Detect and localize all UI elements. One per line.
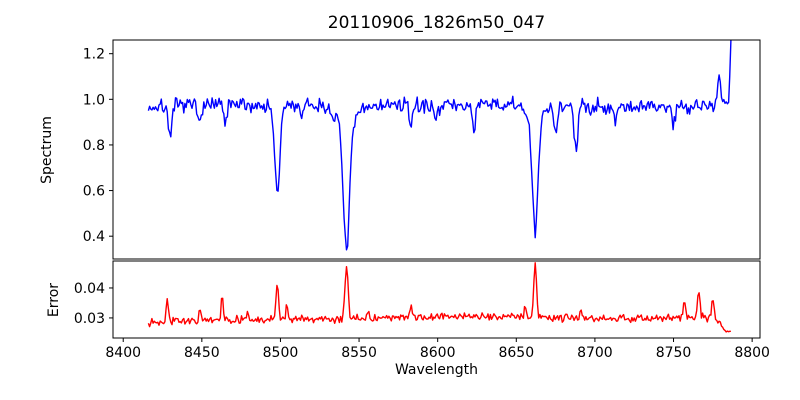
chart-title: 20110906_1826m50_047 (327, 13, 546, 33)
x-tick-label: 8700 (577, 345, 613, 361)
y-tick-label: 1.2 (83, 47, 105, 63)
y-tick-label: 0.8 (83, 138, 105, 154)
y-tick-label: 1.0 (83, 92, 105, 108)
x-tick-label: 8750 (656, 345, 692, 361)
spectrum-line (147, 40, 732, 251)
x-tick-label: 8500 (263, 345, 299, 361)
error-axes-frame (112, 260, 761, 339)
y-tick-label: 0.03 (74, 311, 105, 327)
x-tick-label: 8600 (420, 345, 456, 361)
x-tick-label: 8450 (184, 345, 220, 361)
x-tick-label: 8550 (341, 345, 377, 361)
x-tick-label: 8400 (105, 345, 141, 361)
x-tick-label: 8800 (734, 345, 770, 361)
x-tick-label: 8650 (498, 345, 534, 361)
spectrum-axes-frame (112, 39, 761, 260)
y-tick-label: 0.6 (83, 184, 105, 200)
x-axis-label: Wavelength (394, 362, 479, 378)
y-tick-label: 0.04 (74, 281, 105, 297)
error-line (147, 262, 731, 333)
y-tick-label: 0.4 (83, 229, 105, 245)
